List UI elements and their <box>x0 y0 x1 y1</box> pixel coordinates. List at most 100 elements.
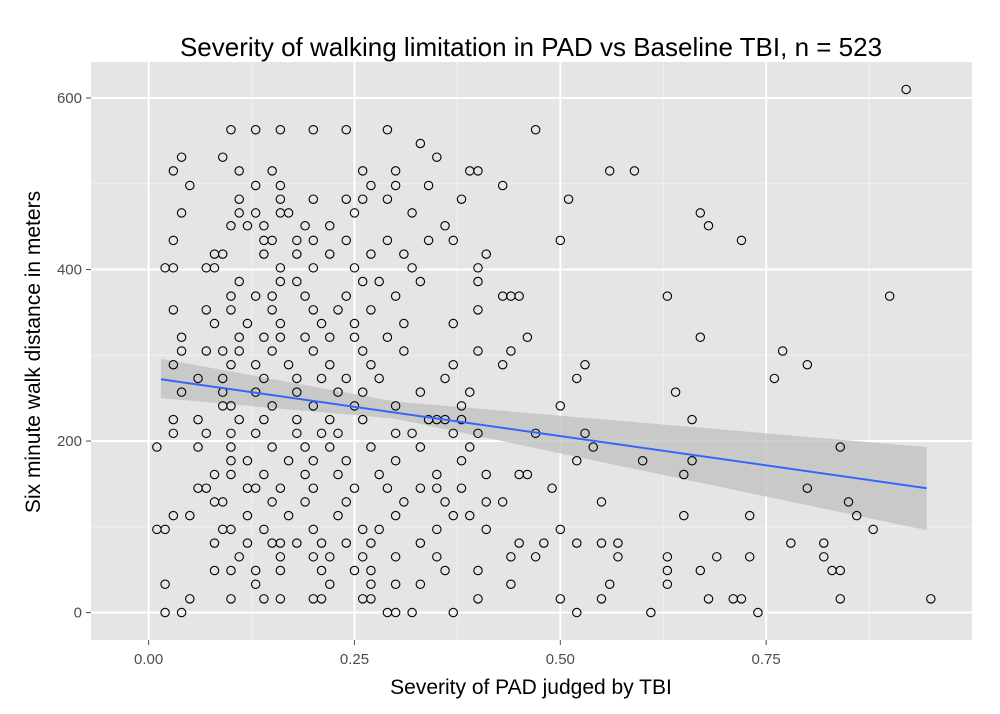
data-point <box>456 401 467 411</box>
data-point <box>572 538 582 548</box>
x-axis-ticks: 0.00 0.25 0.50 0.75 <box>134 640 781 668</box>
data-point <box>275 276 286 287</box>
data-point <box>176 387 187 397</box>
data-point <box>703 221 714 231</box>
data-point <box>242 456 253 466</box>
data-point <box>366 305 376 315</box>
data-point <box>176 152 187 162</box>
data-point <box>374 524 384 535</box>
data-point <box>283 208 294 218</box>
data-point <box>242 538 253 548</box>
data-point <box>390 428 401 439</box>
data-point <box>390 579 401 590</box>
data-point <box>448 510 459 521</box>
data-point <box>596 594 607 604</box>
data-point <box>604 579 615 590</box>
data-point <box>819 538 829 548</box>
data-point <box>193 414 203 425</box>
data-point <box>613 538 623 548</box>
data-point <box>226 428 236 439</box>
data-point <box>382 235 393 246</box>
data-point <box>275 180 286 191</box>
data-point <box>209 469 220 480</box>
data-point <box>341 291 351 301</box>
data-point <box>226 401 236 411</box>
data-point <box>415 442 426 452</box>
data-point <box>308 263 319 273</box>
data-point <box>390 456 401 466</box>
data-point <box>325 442 335 452</box>
data-point <box>292 235 302 246</box>
data-point <box>407 208 417 218</box>
data-point <box>390 401 401 411</box>
data-point <box>901 84 911 95</box>
data-point <box>415 276 426 287</box>
data-point <box>399 318 409 329</box>
data-point <box>201 305 212 315</box>
data-point <box>242 318 253 329</box>
data-point <box>160 607 170 618</box>
data-point <box>226 124 236 135</box>
data-point <box>300 497 310 507</box>
data-point <box>259 524 269 535</box>
data-point <box>292 428 302 439</box>
data-point <box>629 166 640 176</box>
data-point <box>333 469 343 480</box>
data-point <box>349 318 360 329</box>
data-point <box>292 276 302 287</box>
data-point <box>168 510 179 521</box>
data-point <box>835 594 846 604</box>
data-point <box>382 483 393 493</box>
data-point <box>226 524 236 535</box>
data-point <box>366 579 376 590</box>
data-point <box>481 249 491 259</box>
data-point <box>390 607 401 618</box>
data-point <box>456 483 467 493</box>
data-point <box>473 305 483 315</box>
x-tick-label: 0.75 <box>752 651 781 668</box>
data-point <box>176 607 187 618</box>
data-point <box>736 594 747 604</box>
data-point <box>325 249 335 259</box>
data-point <box>193 442 203 452</box>
data-point <box>283 456 294 466</box>
data-point <box>547 483 557 493</box>
data-point <box>209 565 220 576</box>
data-point <box>399 497 409 507</box>
data-point <box>687 414 697 425</box>
data-point <box>341 373 351 384</box>
data-point <box>415 483 426 493</box>
data-point <box>259 594 269 604</box>
data-point <box>316 565 327 576</box>
data-point <box>316 538 327 548</box>
data-point <box>275 594 286 604</box>
data-point <box>308 483 319 493</box>
data-point <box>226 442 236 452</box>
data-point <box>415 138 426 149</box>
data-point <box>168 166 179 176</box>
data-point <box>440 565 450 576</box>
data-point <box>250 291 261 301</box>
data-point <box>646 607 656 618</box>
x-tick-label: 0.50 <box>546 651 575 668</box>
data-point <box>506 346 516 356</box>
data-point <box>851 510 862 521</box>
data-point <box>168 235 179 246</box>
data-point <box>712 552 722 562</box>
data-point <box>802 483 813 493</box>
data-point <box>357 552 368 562</box>
data-point <box>226 291 236 301</box>
data-point <box>226 469 236 480</box>
data-point <box>316 318 327 329</box>
data-point <box>234 346 244 356</box>
data-point <box>292 414 302 425</box>
data-point <box>234 276 244 287</box>
data-point <box>572 373 582 384</box>
data-point <box>432 483 442 493</box>
data-point <box>275 332 286 343</box>
data-point <box>185 180 195 191</box>
data-point <box>448 607 459 618</box>
data-point <box>868 524 878 535</box>
data-point <box>259 414 269 425</box>
data-point <box>366 249 376 259</box>
